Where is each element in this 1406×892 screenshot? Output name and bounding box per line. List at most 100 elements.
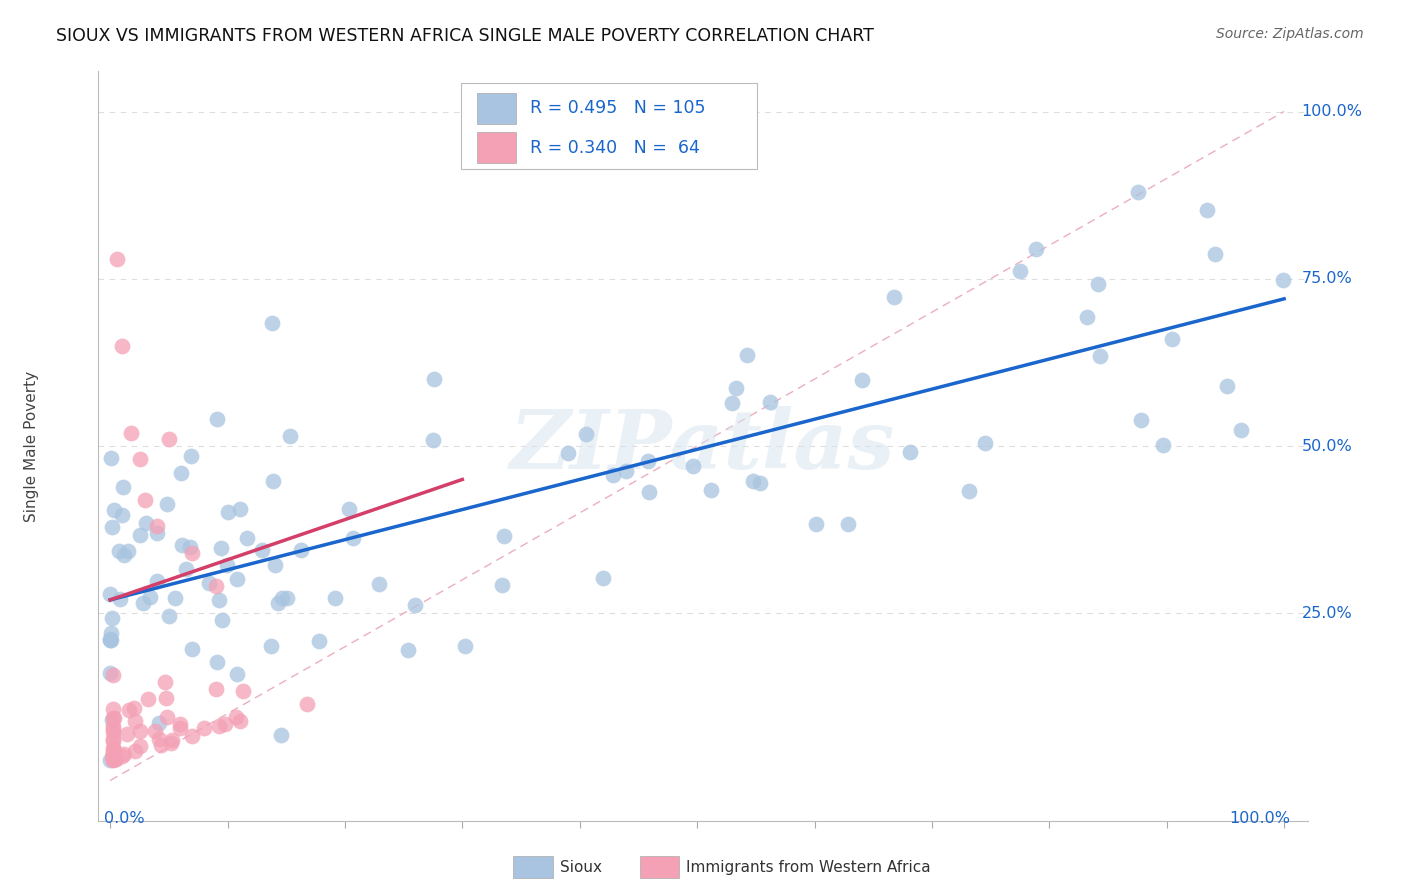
Text: 25.0%: 25.0% [1302,606,1353,621]
Point [112,479,135,493]
Point [260,639,283,653]
Point [181,546,204,560]
Point [205,656,228,670]
Point [225,710,247,724]
Point [101,710,124,724]
Point [215,558,238,573]
Point [271,591,294,606]
Point [101,749,124,764]
Point [169,716,191,731]
Point [104,752,127,766]
Point [101,751,124,765]
Point [575,427,598,442]
Point [115,727,138,741]
Point [111,508,134,522]
Point [100,451,122,466]
Point [308,634,330,648]
Point [136,691,159,706]
Point [100,626,122,640]
Point [226,666,249,681]
Point [749,475,772,490]
Point [1130,413,1153,427]
Point [193,722,215,736]
Point [134,492,156,507]
Point [737,348,759,362]
Point [103,733,125,747]
Point [204,580,226,594]
Point [101,722,124,736]
Text: 50.0%: 50.0% [1302,439,1353,453]
Point [101,752,124,766]
Point [262,475,284,489]
Point [101,520,124,534]
Point [128,452,150,467]
Text: 100.0%: 100.0% [1229,811,1289,826]
Point [118,703,141,717]
Point [637,453,659,467]
Point [1230,423,1253,437]
Point [179,540,201,554]
Point [263,558,285,573]
Point [1215,379,1237,393]
Point [98,587,121,601]
Point [614,464,637,478]
Point [851,373,873,387]
Point [267,596,290,610]
Point [101,753,124,767]
Point [159,736,181,750]
Point [148,715,170,730]
Point [174,562,197,576]
Point [98,666,121,681]
Text: R = 0.495   N = 105: R = 0.495 N = 105 [530,99,706,118]
Text: 75.0%: 75.0% [1302,271,1353,286]
Point [98,633,121,648]
Point [112,747,135,761]
Point [742,475,765,489]
Point [139,590,162,604]
Point [1272,273,1295,287]
Point [454,639,477,653]
Point [124,744,146,758]
Point [104,752,127,766]
Point [207,719,229,733]
Point [1008,264,1031,278]
Point [101,747,124,762]
Point [156,709,179,723]
Point [557,446,579,460]
Point [290,542,312,557]
Point [135,516,157,531]
Point [105,252,128,266]
Point [1197,202,1219,217]
Point [112,548,135,562]
Point [837,516,859,531]
Point [120,425,142,440]
Point [103,711,125,725]
Point [368,577,391,591]
Point [225,572,247,586]
Point [129,528,152,542]
Point [422,433,444,447]
Point [170,538,193,552]
Point [276,591,298,605]
Point [700,483,723,497]
Point [122,701,145,715]
Point [101,731,124,746]
Point [143,724,166,739]
Point [804,516,827,531]
Point [101,724,124,739]
Point [100,633,122,648]
Point [124,714,146,728]
Point [198,576,221,591]
Point [150,738,173,752]
Point [209,541,232,555]
Point [108,592,131,607]
Point [156,497,179,511]
Point [101,751,124,765]
Point [898,444,921,458]
Text: Source: ZipAtlas.com: Source: ZipAtlas.com [1216,27,1364,41]
Point [494,529,516,543]
Point [101,747,124,761]
Point [342,531,364,545]
Point [103,743,125,757]
Point [602,467,624,482]
